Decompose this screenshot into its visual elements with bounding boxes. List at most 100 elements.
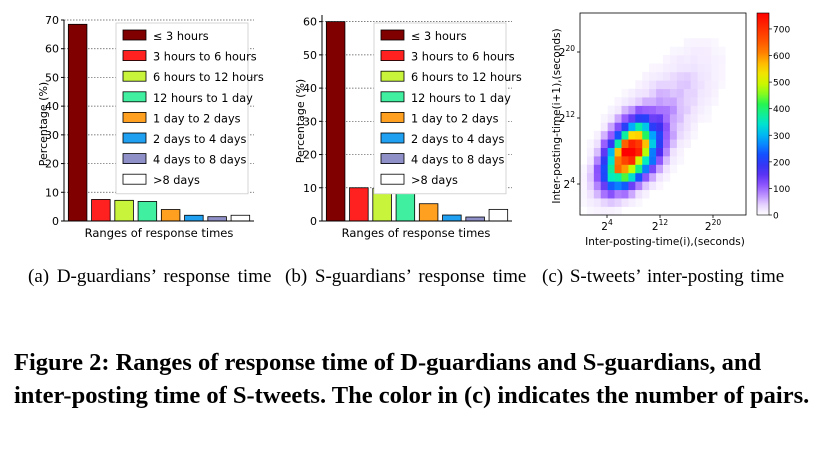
- legend-swatch-7: [380, 153, 405, 165]
- heatmap-cell: [635, 122, 643, 132]
- heatmap-cell: [586, 189, 595, 199]
- bar-4: [137, 201, 158, 222]
- heatmap-cell: [663, 71, 671, 81]
- heatmap-cell: [621, 189, 629, 199]
- heatmap-cell: [690, 38, 698, 47]
- colorbar-tick-label: 100: [773, 185, 790, 195]
- heatmap-cell: [614, 164, 622, 174]
- heatmap-cell: [642, 139, 650, 148]
- heatmap-cell: [586, 147, 595, 157]
- legend-swatch-5: [380, 112, 405, 123]
- legend-label-7: 4 days to 8 days: [411, 154, 505, 167]
- heatmap-cell: [690, 122, 698, 132]
- heatmap-cell: [628, 164, 636, 174]
- heatmap-cell: [676, 80, 685, 90]
- y-tick-label: 40: [45, 100, 59, 113]
- heatmap-cell: [711, 38, 719, 47]
- heatmap-cell: [593, 189, 602, 199]
- x-tick-label: 24: [601, 218, 613, 233]
- heatmap-cell: [683, 139, 691, 148]
- figure-area: Percentage (%) Ranges of response times …: [37, 12, 790, 248]
- legend-label-5: 1 day to 2 days: [153, 112, 241, 125]
- heatmap-cell: [663, 80, 671, 90]
- heatmap-cell: [607, 181, 615, 191]
- heatmap-cell: [683, 105, 691, 115]
- heatmap-cell: [614, 156, 622, 165]
- heatmap-cell: [593, 156, 602, 165]
- chart-c-y-axis-label: Inter-posting-time(i+1),(seconds): [551, 28, 563, 203]
- heatmap-cell: [704, 71, 712, 81]
- heatmap-cell: [649, 172, 657, 182]
- heatmap-cell: [656, 105, 664, 115]
- heatmap-cell: [704, 55, 712, 64]
- heatmap-cell: [600, 206, 608, 216]
- heatmap-cell: [607, 105, 615, 115]
- heatmap-cell: [656, 181, 664, 191]
- heatmap-cell: [663, 97, 671, 106]
- heatmap-cell: [607, 122, 615, 132]
- heatmap-cell: [690, 46, 698, 56]
- heatmap-cell: [663, 88, 671, 98]
- heatmap-cell: [614, 198, 622, 207]
- heatmap-cell: [614, 139, 622, 148]
- heatmap-cell: [718, 46, 726, 56]
- heatmap-cell: [628, 198, 636, 207]
- heatmap-cell: [683, 46, 691, 56]
- heatmap-cell: [614, 181, 622, 191]
- heatmap-cell: [718, 55, 726, 64]
- heatmap-cell: [600, 114, 608, 123]
- heatmap-cell: [614, 189, 622, 199]
- heatmap-cell: [642, 156, 650, 165]
- heatmap-cell: [676, 122, 685, 132]
- colorbar-tick-label: 700: [773, 25, 790, 35]
- heatmap-cell: [663, 130, 671, 140]
- heatmap-cell: [580, 198, 588, 207]
- heatmap-cell: [697, 63, 705, 73]
- legend-label-4: 12 hours to 1 day: [411, 92, 511, 105]
- heatmap-cell: [669, 105, 678, 115]
- heatmap-cell: [642, 147, 650, 157]
- y-tick-label: 220: [559, 44, 575, 59]
- chart-c-x-axis-label: Inter-posting-time(i),(seconds): [585, 236, 745, 248]
- heatmap-cell: [607, 206, 615, 216]
- heatmap-cell: [656, 80, 664, 90]
- heatmap-cell: [628, 189, 636, 199]
- heatmap-cell: [621, 130, 629, 140]
- heatmap-cell: [718, 63, 726, 73]
- y-tick-label: 10: [45, 186, 59, 199]
- heatmap-cell: [649, 122, 657, 132]
- heatmap-cell: [663, 114, 671, 123]
- heatmap-cell: [683, 71, 691, 81]
- heatmap-cell: [656, 63, 664, 73]
- heatmap-cell: [607, 130, 615, 140]
- heatmap-cell: [676, 156, 685, 165]
- bar-2: [91, 199, 111, 222]
- legend-box: [373, 22, 507, 195]
- heatmap-cell: [656, 97, 664, 106]
- heatmap-cell: [621, 181, 629, 191]
- heatmap-cell: [635, 80, 643, 90]
- heatmap-cell: [621, 147, 629, 157]
- heatmap-cell: [580, 164, 588, 174]
- heatmap-cell: [649, 164, 657, 174]
- heatmap-cell: [586, 206, 595, 216]
- bar-3: [114, 199, 134, 222]
- heatmap-cell: [635, 181, 643, 191]
- heatmap-cell: [649, 71, 657, 81]
- legend-swatch-6: [380, 132, 405, 144]
- heatmap-cell: [614, 97, 622, 106]
- heatmap-cell: [663, 122, 671, 132]
- heatmap-cell: [656, 139, 664, 148]
- bar-7: [465, 216, 485, 222]
- heatmap-cell: [683, 55, 691, 64]
- y-tick-label: 24: [564, 176, 576, 191]
- heatmap-cell: [607, 172, 615, 182]
- legend-label-3: 6 hours to 12 hours: [411, 71, 522, 84]
- heatmap-cell: [642, 122, 650, 132]
- heatmap-cell: [642, 130, 650, 140]
- heatmap-cell: [600, 147, 608, 157]
- bar-5: [418, 203, 439, 222]
- heatmap-cell: [697, 38, 705, 47]
- heatmap-cell: [676, 97, 685, 106]
- heatmap-cell: [683, 63, 691, 73]
